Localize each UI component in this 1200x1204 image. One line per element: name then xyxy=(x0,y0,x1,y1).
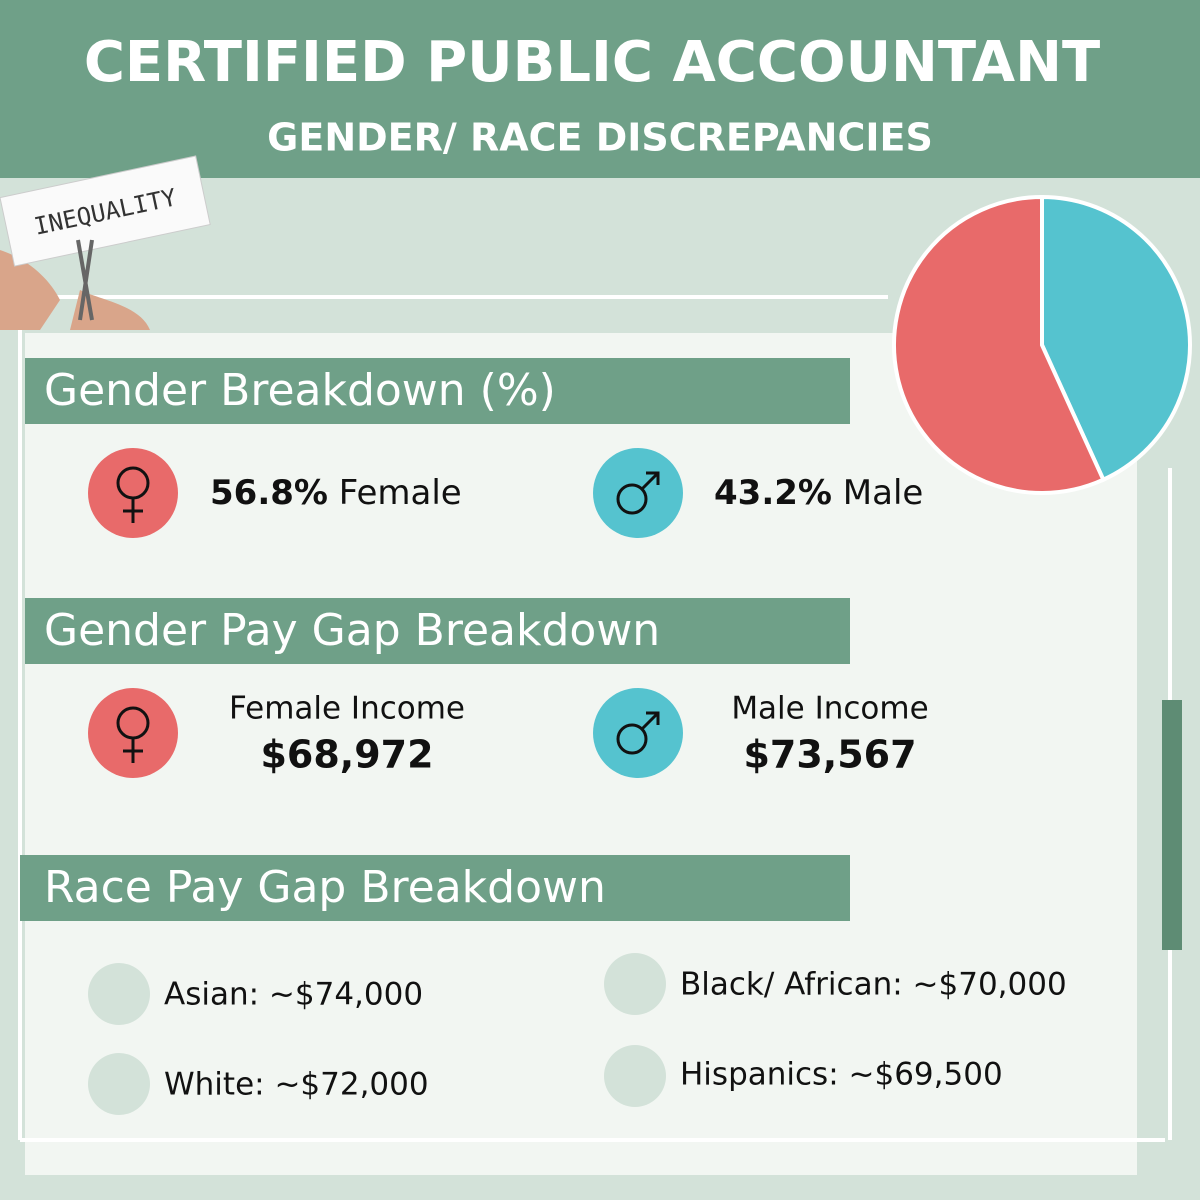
section-bar xyxy=(25,358,850,424)
pie-chart xyxy=(892,194,1192,495)
income-amount: $73,567 xyxy=(743,733,916,777)
percent: 56.8% xyxy=(210,473,328,513)
race-item: White: ~$72,000 xyxy=(164,1067,429,1103)
section-bar xyxy=(20,855,850,921)
title: CERTIFIED PUBLIC ACCOUNTANT xyxy=(84,30,1100,95)
race-item: Asian: ~$74,000 xyxy=(164,977,423,1013)
male-icon xyxy=(593,688,683,778)
section-heading: Race Pay Gap Breakdown xyxy=(44,862,606,913)
race-item: Hispanics: ~$69,500 xyxy=(680,1057,1003,1093)
section-heading: Gender Breakdown (%) xyxy=(44,365,556,416)
percent: 43.2% xyxy=(714,473,832,513)
panel xyxy=(25,333,1137,1175)
subtitle: GENDER/ RACE DISCREPANCIES xyxy=(267,116,933,160)
gender-label: Female xyxy=(339,473,462,513)
symbol xyxy=(640,471,660,491)
section-bar xyxy=(25,598,850,664)
pie-slice xyxy=(892,194,1106,495)
gender-stat: 43.2% Male xyxy=(714,473,923,513)
gender-label: Male xyxy=(843,473,924,513)
male-icon xyxy=(593,448,683,538)
bullet xyxy=(604,953,666,1015)
bullet xyxy=(88,963,150,1025)
icon-circle xyxy=(593,448,683,538)
income-label: Female Income xyxy=(229,691,465,727)
section-heading: Gender Pay Gap Breakdown xyxy=(44,605,660,656)
header-band xyxy=(0,0,1200,178)
pie-slice xyxy=(1040,194,1192,483)
photo: INEQUALITY xyxy=(0,155,211,330)
icon-circle xyxy=(88,688,178,778)
race-item: Black/ African: ~$70,000 xyxy=(680,967,1067,1003)
female-icon xyxy=(88,448,178,538)
icon-circle xyxy=(593,688,683,778)
icon-circle xyxy=(88,448,178,538)
income-amount: $68,972 xyxy=(260,733,433,777)
bullet xyxy=(88,1053,150,1115)
symbol xyxy=(123,738,143,763)
symbol xyxy=(123,498,143,523)
income-label: Male Income xyxy=(731,691,928,727)
symbol xyxy=(640,711,660,731)
female-icon xyxy=(88,688,178,778)
symbol xyxy=(616,483,648,515)
symbol xyxy=(616,723,648,755)
gender-stat: 56.8% Female xyxy=(210,473,462,513)
accent-bar xyxy=(1162,700,1182,950)
bullet xyxy=(604,1045,666,1107)
